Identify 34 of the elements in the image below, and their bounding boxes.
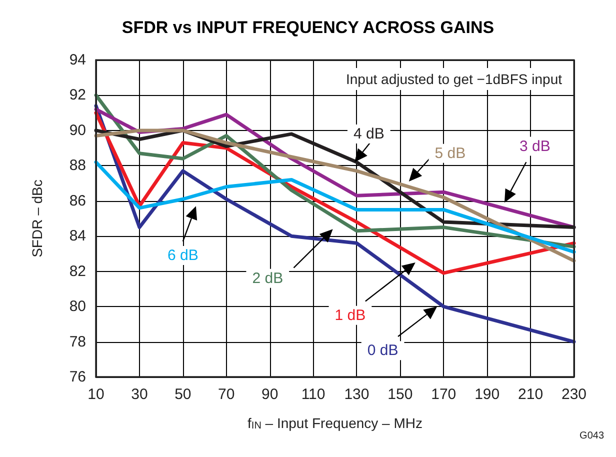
text: 2 dB bbox=[252, 270, 284, 287]
x-tick-label: 10 bbox=[88, 386, 104, 403]
text: 0 dB bbox=[367, 342, 398, 360]
text: 1 dB bbox=[334, 306, 366, 324]
x-tick-label: 70 bbox=[218, 386, 235, 403]
annotation: Input adjusted to get −1dBFS input bbox=[346, 71, 562, 87]
x-tick-label: 130 bbox=[344, 386, 370, 403]
y-tick-label: 82 bbox=[69, 262, 86, 280]
y-axis-title: SFDR – dBc bbox=[29, 180, 45, 258]
text: 5 dB bbox=[434, 144, 466, 162]
y-tick-label: 92 bbox=[69, 86, 86, 104]
y-tick-label: 88 bbox=[69, 157, 86, 174]
x-tick-label: 230 bbox=[561, 386, 587, 403]
y-tick-label: 76 bbox=[69, 368, 86, 386]
y-tick-label: 94 bbox=[69, 52, 86, 68]
text: 3 dB bbox=[519, 138, 550, 155]
x-tick-label: 50 bbox=[174, 386, 192, 403]
x-tick-label: 110 bbox=[301, 386, 326, 403]
x-tick-label: 30 bbox=[131, 386, 148, 403]
series-label: 4 dB bbox=[353, 125, 384, 142]
x-axis-title: fIN – Input Frequency – MHz bbox=[248, 415, 422, 432]
y-tick-label: 80 bbox=[69, 298, 86, 316]
x-tick-label: 170 bbox=[431, 386, 456, 403]
x-tick-label: 210 bbox=[518, 386, 544, 403]
text: G043 bbox=[580, 430, 604, 442]
y-tick-label: 90 bbox=[69, 122, 86, 139]
chart-title: SFDR vs INPUT FREQUENCY ACROSS GAINS bbox=[122, 18, 494, 37]
y-tick-label: 84 bbox=[69, 228, 86, 245]
y-tick-label: 86 bbox=[69, 192, 86, 210]
x-tick-label: 90 bbox=[261, 386, 278, 403]
y-tick-label: 78 bbox=[69, 333, 86, 350]
x-tick-label: 190 bbox=[474, 386, 500, 403]
text: 6 dB bbox=[167, 246, 198, 264]
x-tick-label: 150 bbox=[388, 386, 413, 403]
